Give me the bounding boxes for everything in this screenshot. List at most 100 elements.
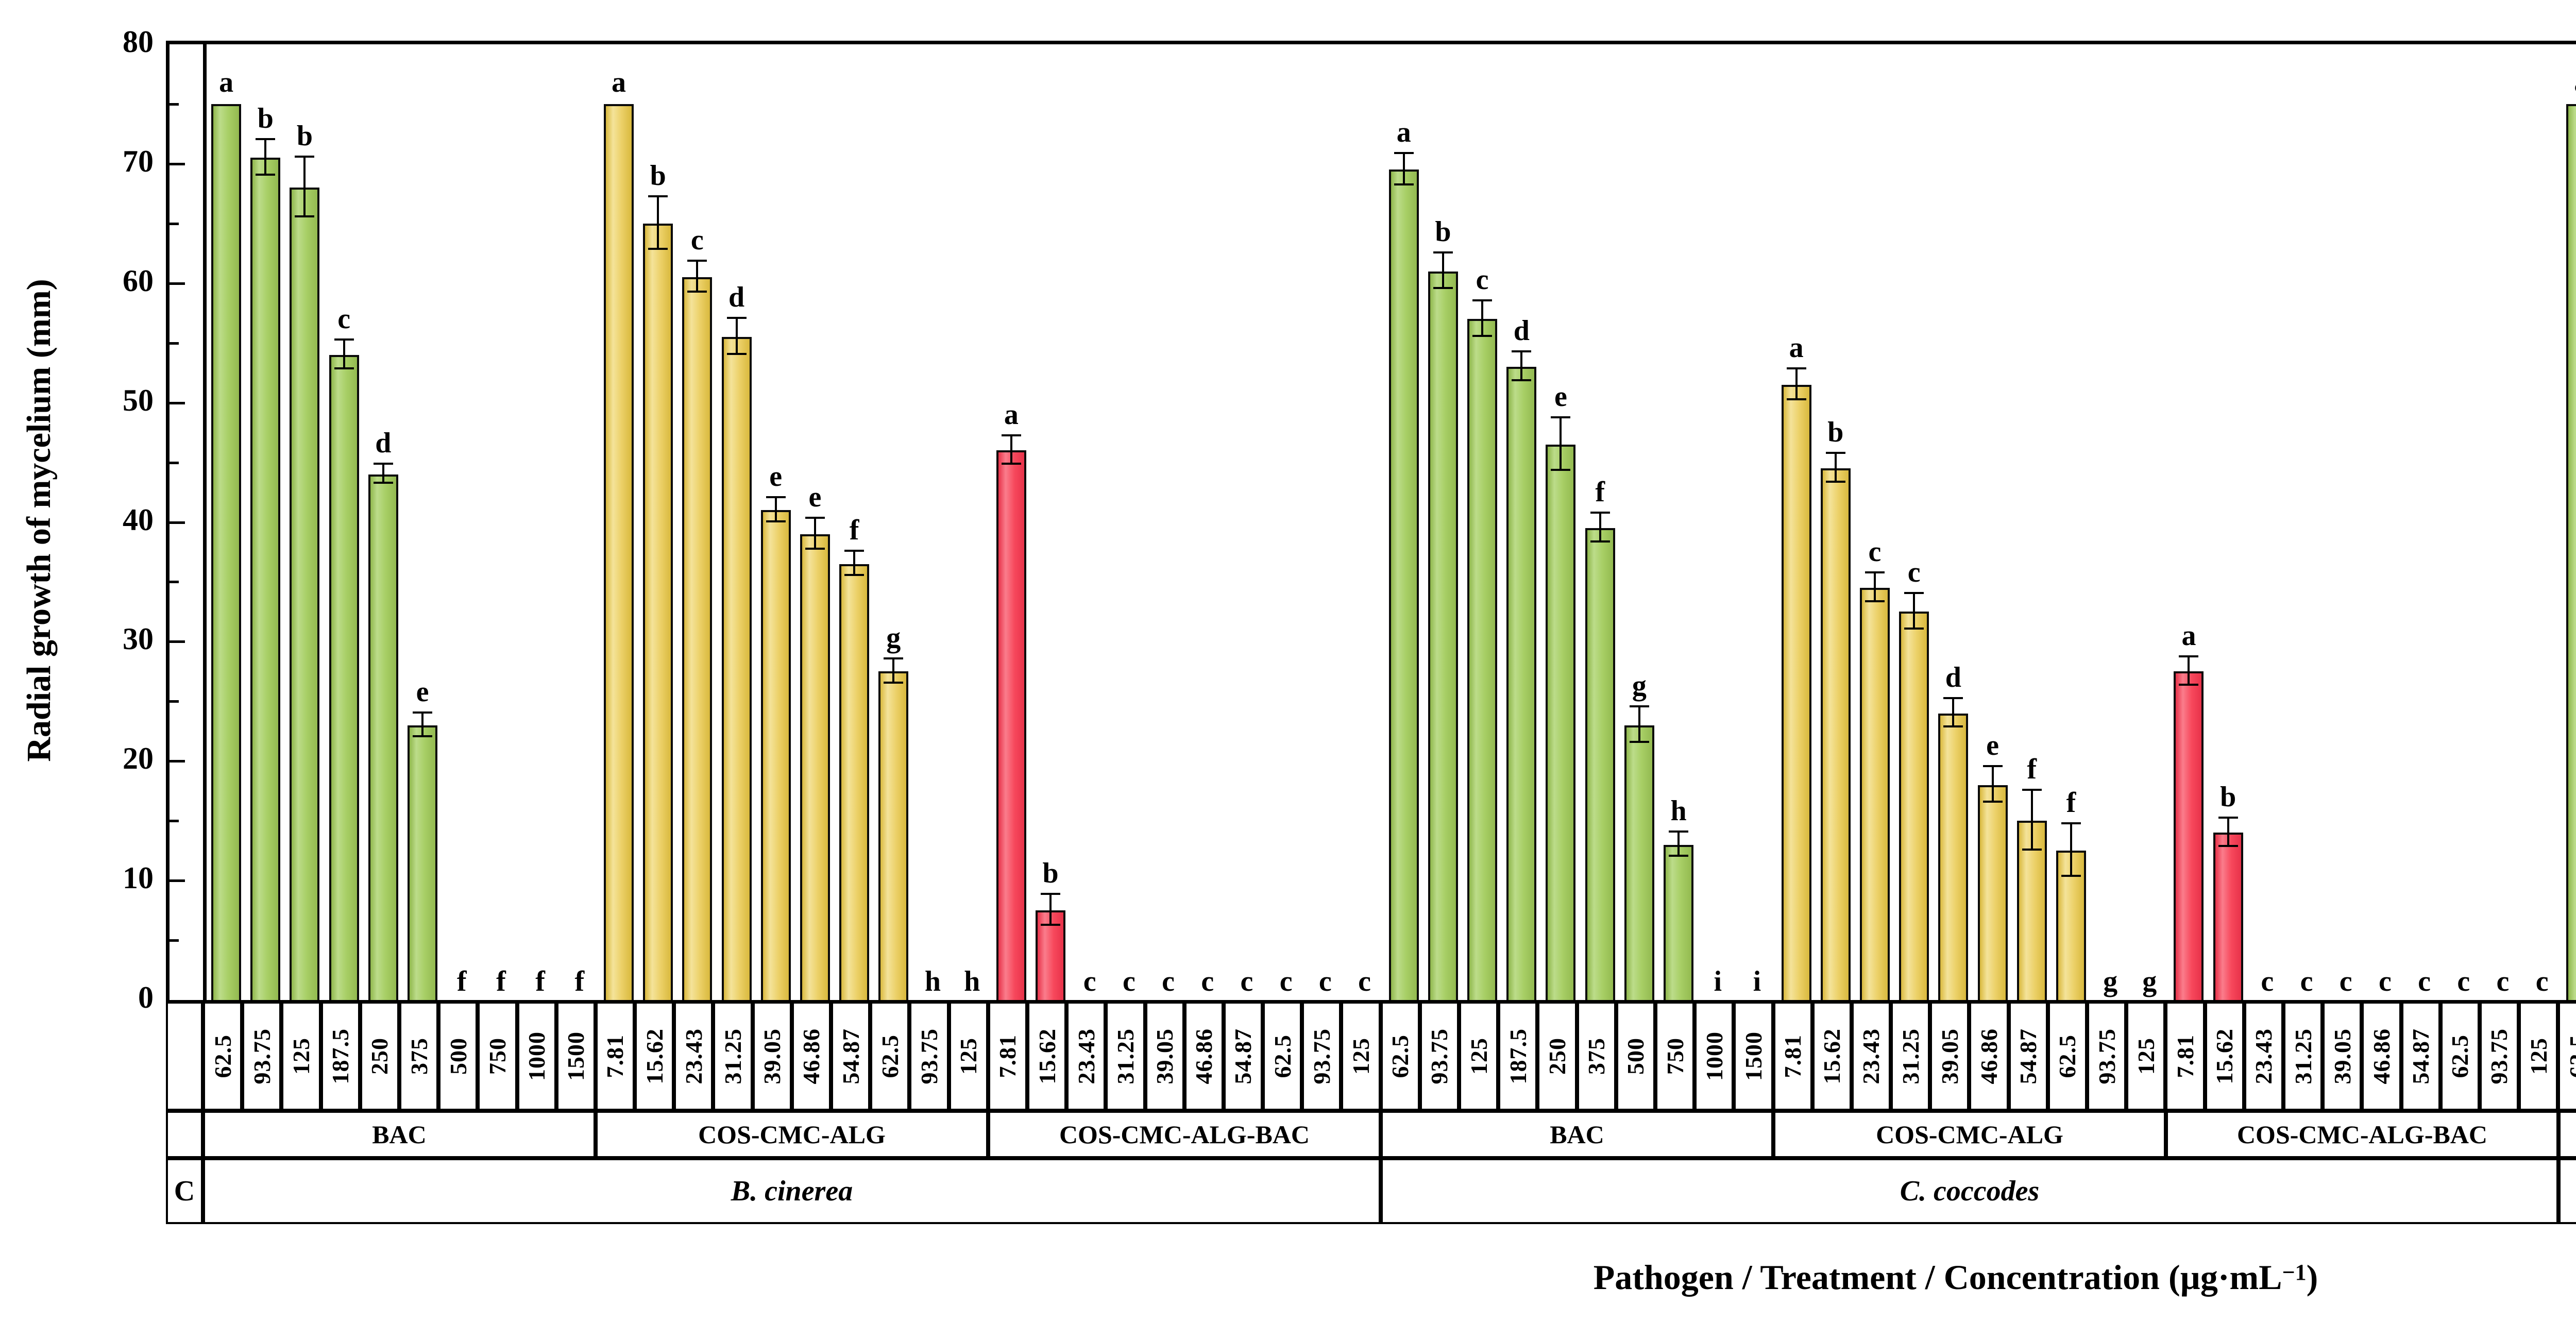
concentration-label-cell: 93.75: [2479, 1002, 2519, 1111]
error-bar: [1991, 767, 1994, 803]
error-bar: [2030, 791, 2033, 851]
error-bar-cap: [1394, 152, 1414, 155]
error-bar: [1049, 894, 1052, 926]
concentration-label: 93.75: [1426, 1028, 1453, 1084]
bar-slot: c: [1894, 44, 1934, 1000]
concentration-label: 62.5: [876, 1034, 903, 1078]
concentration-label: 750: [484, 1038, 511, 1075]
error-bar-cap: [295, 215, 315, 218]
bar: [1428, 271, 1458, 1000]
concentration-label: 46.86: [798, 1028, 825, 1084]
concentration-label: 62.5: [1387, 1034, 1414, 1078]
error-bar-cap: [1041, 892, 1061, 895]
concentration-label-cell: 62.5: [1380, 1002, 1420, 1111]
bar-slot: c: [1227, 44, 1266, 1000]
concentration-label: 93.75: [916, 1028, 942, 1084]
significance-letter: e: [1986, 729, 1999, 761]
bar-slot: f: [2052, 44, 2091, 1000]
concentration-label-cell: 31.25: [2283, 1002, 2323, 1111]
significance-letter: h: [1670, 795, 1687, 827]
concentration-label: 250: [1544, 1038, 1570, 1075]
concentration-label-cell: 375: [1577, 1002, 1616, 1111]
error-bar: [1952, 699, 1955, 728]
concentration-label: 7.81: [2172, 1034, 2198, 1078]
significance-letter: c: [1907, 556, 1921, 588]
concentration-label: 62.5: [2447, 1034, 2473, 1078]
error-bar-cap: [334, 338, 354, 341]
concentration-label-cell: 7.81: [988, 1002, 1027, 1111]
significance-letter: b: [1042, 857, 1059, 889]
pathogen-label-cell: C. coccodes: [1381, 1158, 2558, 1224]
bar-slot: c: [2405, 44, 2444, 1000]
concentration-label: 31.25: [2290, 1028, 2316, 1084]
concentration-label: 375: [405, 1038, 432, 1075]
concentration-label: 187.5: [327, 1028, 354, 1084]
significance-letter: e: [808, 481, 822, 513]
bar: [643, 223, 673, 1000]
y-axis-tick: [170, 879, 185, 883]
concentration-label: 250: [366, 1038, 393, 1075]
error-bar-cap: [1001, 463, 1021, 465]
error-bar-cap: [687, 260, 707, 262]
bar-slot: b: [1816, 44, 1855, 1000]
significance-letter: c: [1240, 965, 1253, 997]
bar-slot: g: [2091, 44, 2130, 1000]
y-axis-tick-label: 80: [123, 25, 154, 59]
x-axis-title-superscript: −1: [2282, 1260, 2307, 1285]
bar: [721, 337, 752, 1000]
concentration-label-cell: 1500: [556, 1002, 596, 1111]
treatment-label-cell: COS-CMC-ALG: [596, 1111, 988, 1158]
concentration-label: 23.43: [1858, 1028, 1885, 1084]
concentration-label-cell: 54.87: [2008, 1002, 2048, 1111]
bar: [1781, 384, 1811, 1000]
concentration-label: 7.81: [1780, 1034, 1806, 1078]
significance-letter: d: [1945, 661, 1961, 693]
error-bar: [1481, 301, 1484, 337]
error-bar: [2070, 824, 2072, 877]
error-bar: [2227, 818, 2229, 848]
concentration-label-cell: 39.05: [752, 1002, 792, 1111]
error-bar-cap: [1001, 434, 1021, 436]
significance-letter: b: [1827, 416, 1844, 449]
y-axis-tick: [170, 521, 185, 524]
bar: [2213, 833, 2243, 1000]
concentration-label: 31.25: [720, 1028, 747, 1084]
bar-slot: a: [1384, 44, 1423, 1000]
significance-letter: c: [2496, 965, 2510, 997]
concentration-label-cell: 23.43: [1851, 1002, 1891, 1111]
significance-letter: b: [2220, 781, 2236, 813]
concentration-label-cell: 125: [281, 1002, 321, 1111]
concentration-label-cell: 93.75: [1302, 1002, 1342, 1111]
significance-letter: g: [1632, 669, 1647, 702]
concentration-label: 125: [2132, 1038, 2159, 1075]
concentration-label-cell: 187.5: [320, 1002, 360, 1111]
bar: [2174, 671, 2204, 1000]
error-bar: [421, 713, 424, 737]
y-axis-tick: [170, 820, 179, 823]
significance-letter: a: [1396, 116, 1411, 149]
significance-letter: a: [1789, 331, 1804, 364]
significance-letter: f: [456, 965, 467, 997]
concentration-label-cell: 62.5: [2558, 1002, 2576, 1111]
bar-slot: i: [1698, 44, 1737, 1000]
error-bar: [696, 262, 699, 293]
significance-letter: b: [650, 159, 666, 192]
error-bar-cap: [295, 156, 315, 158]
concentration-label-cell: 93.75: [1419, 1002, 1459, 1111]
concentration-label: 46.86: [1976, 1028, 2003, 1084]
y-axis-tick: [170, 461, 179, 464]
concentration-label-cell: 250: [360, 1002, 399, 1111]
significance-letter: a: [2562, 68, 2576, 97]
concentration-label: 23.43: [680, 1028, 707, 1084]
bar-slot: c: [1345, 44, 1384, 1000]
error-bar-cap: [2179, 684, 2199, 686]
concentration-label: 750: [1662, 1038, 1688, 1075]
bar: [878, 671, 909, 1000]
significance-letter: c: [1868, 536, 1882, 568]
significance-letter: c: [2378, 965, 2392, 997]
significance-letter: i: [1753, 965, 1761, 997]
bar-slot: e: [1973, 44, 2012, 1000]
concentration-label: 1500: [1740, 1031, 1767, 1081]
bar-slot: c: [1109, 44, 1148, 1000]
